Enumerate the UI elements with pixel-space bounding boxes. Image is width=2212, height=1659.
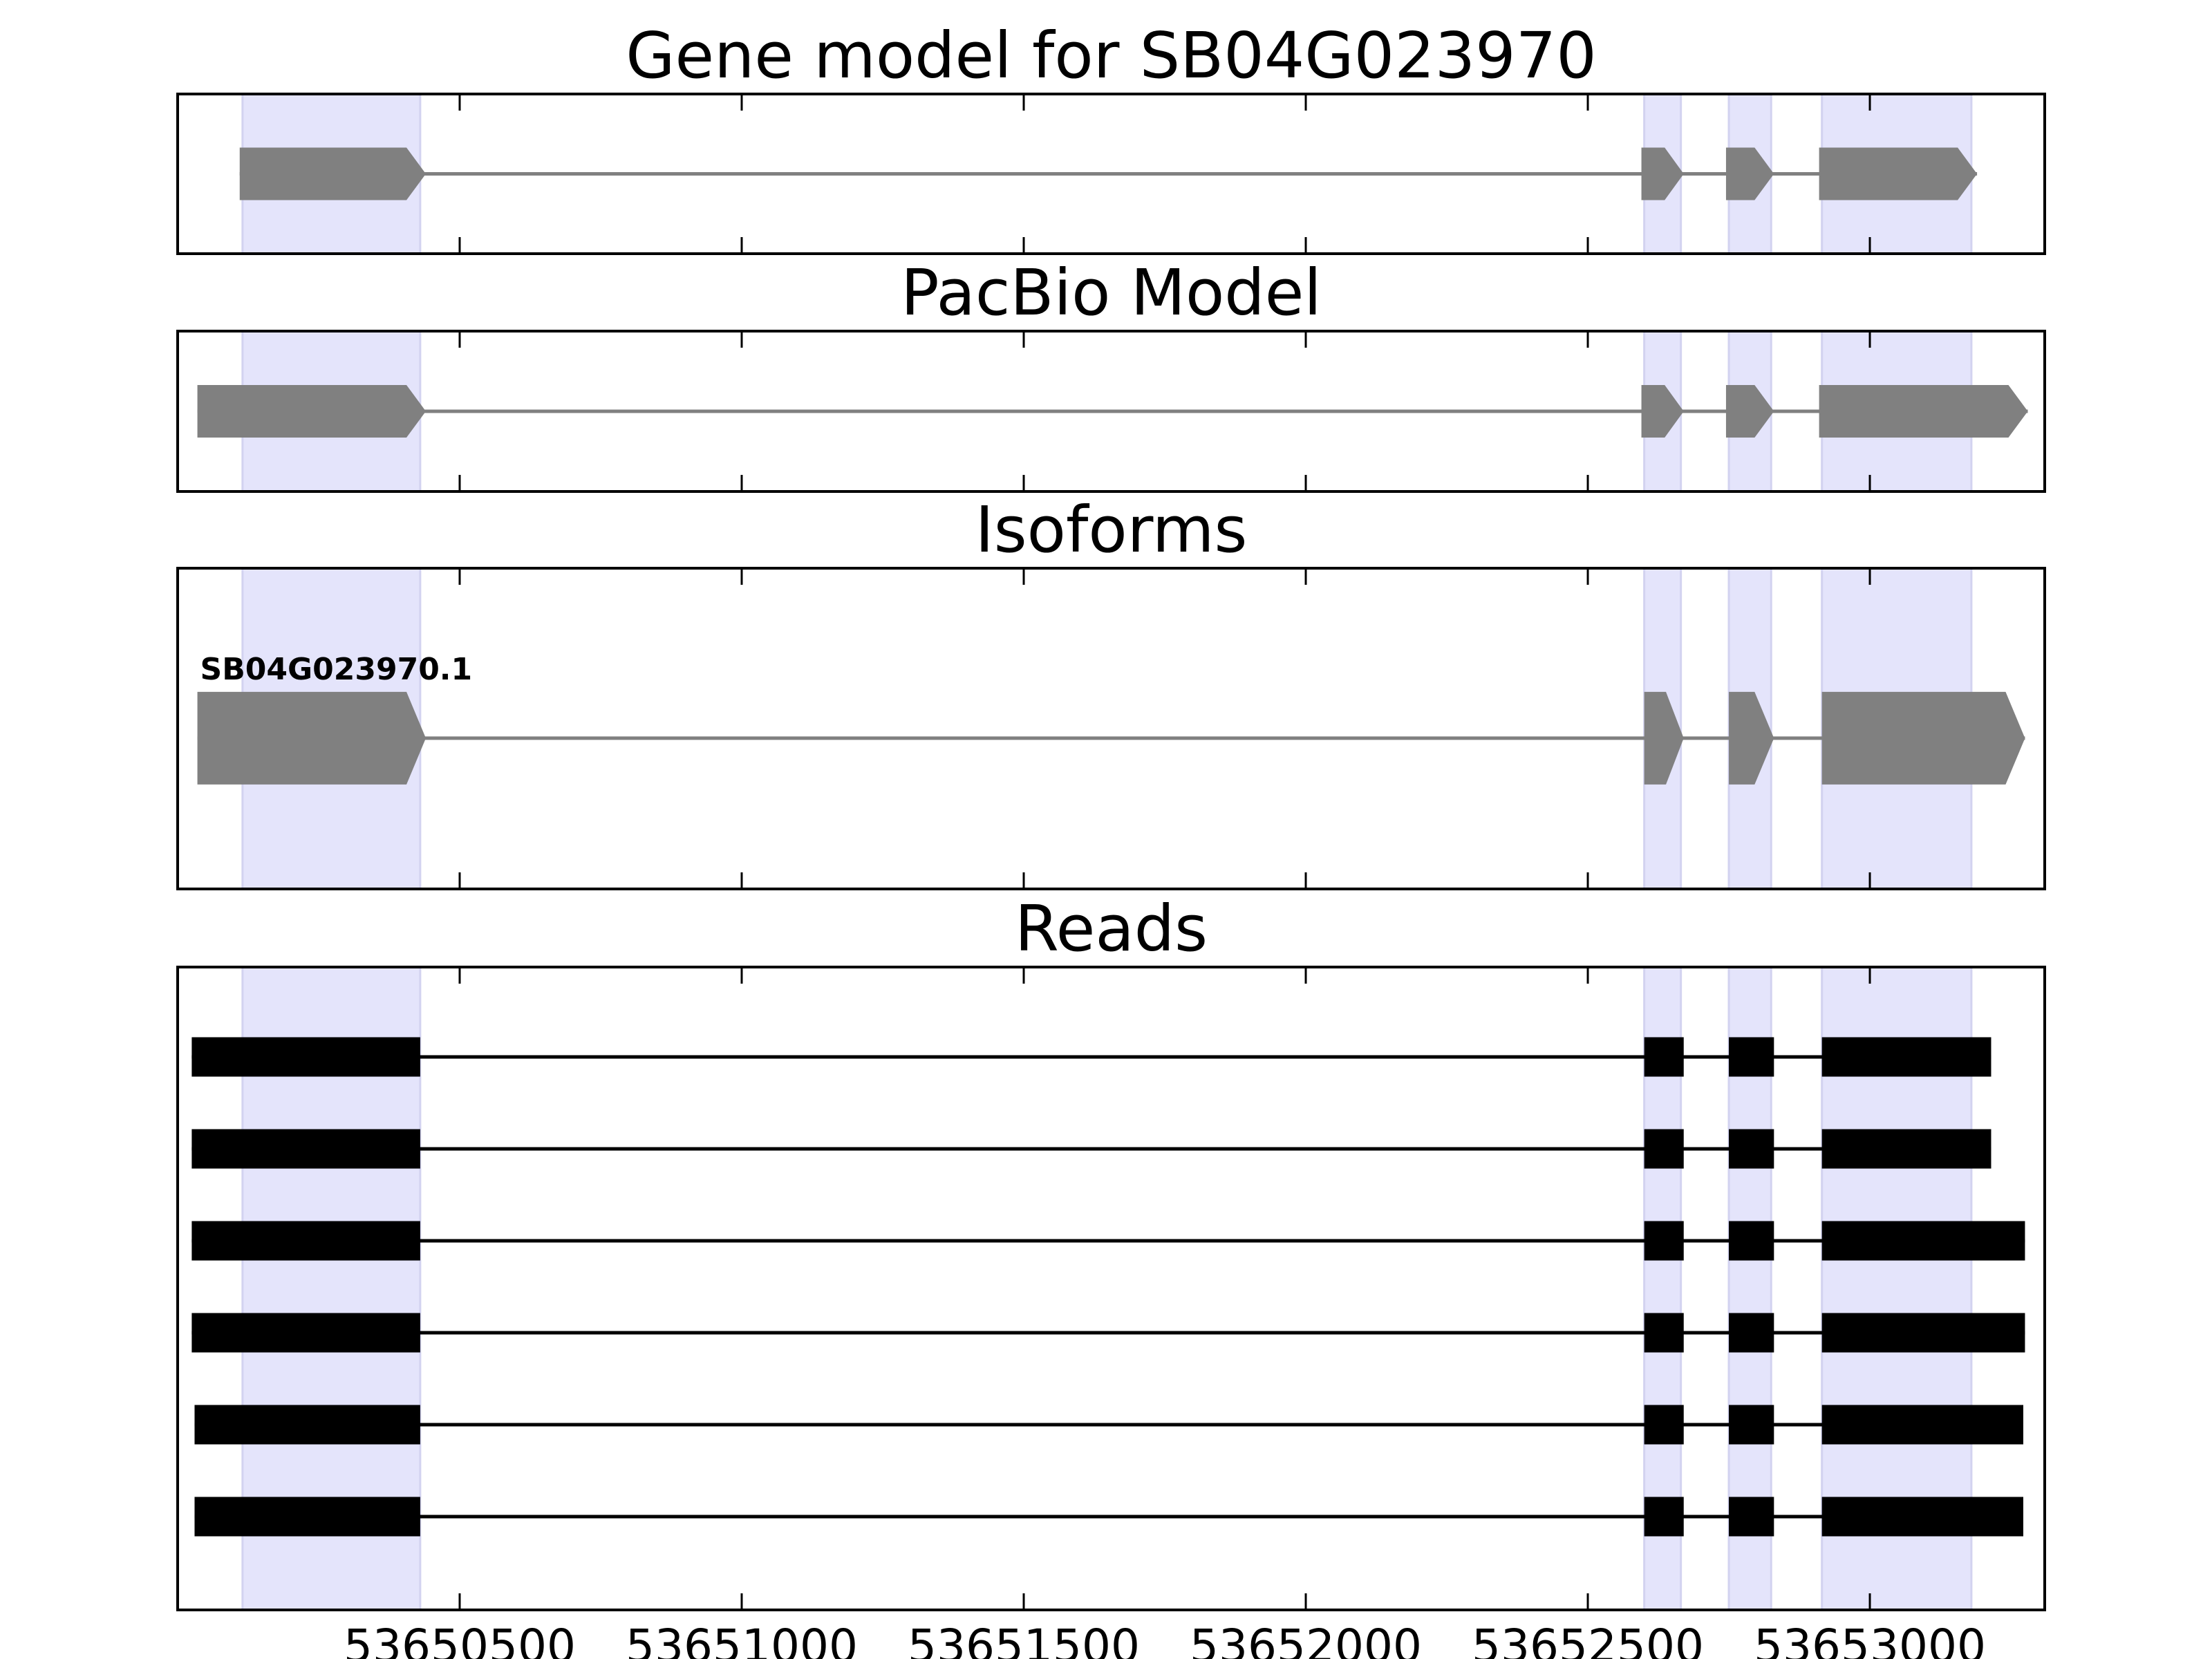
read-exon-block	[1729, 1129, 1774, 1169]
x-tick-label: 53651000	[626, 1620, 858, 1659]
read-track	[191, 1313, 2025, 1353]
panel-title: Gene model for SB04G023970	[626, 19, 1597, 93]
read-exon-block	[1644, 1037, 1684, 1077]
read-exon-block	[1729, 1313, 1774, 1353]
read-exon-block	[1821, 1129, 1991, 1169]
exon-arrow	[239, 147, 427, 200]
exon-arrow	[1819, 385, 2028, 438]
panel-frame	[176, 567, 2046, 890]
exon-arrow	[1641, 147, 1684, 200]
read-exon-block	[191, 1129, 420, 1169]
read-track	[191, 1221, 2025, 1261]
read-exon-block	[1729, 1037, 1774, 1077]
exon-arrow	[1644, 691, 1684, 785]
read-exon-block	[194, 1497, 420, 1537]
read-exon-block	[1729, 1497, 1774, 1537]
panel-model-1: PacBio Model	[176, 256, 2046, 493]
read-exon-block	[191, 1313, 420, 1353]
exon-arrow	[197, 385, 427, 438]
read-exon-block	[1729, 1221, 1774, 1261]
panel-frame	[176, 330, 2046, 493]
x-tick-label: 53650500	[344, 1620, 576, 1659]
x-tick-label: 53652000	[1190, 1620, 1422, 1659]
exon-arrow	[1725, 385, 1774, 438]
read-exon-block	[1821, 1313, 2025, 1353]
model-track	[239, 147, 1978, 200]
read-exon-block	[191, 1221, 420, 1261]
isoform-label: SB04G023970.1	[200, 652, 473, 687]
read-exon-block	[1644, 1313, 1684, 1353]
read-exon-block	[1644, 1221, 1684, 1261]
read-exon-block	[1821, 1221, 2025, 1261]
model-track: SB04G023970.1	[197, 652, 2025, 785]
panel-title: PacBio Model	[901, 256, 1322, 330]
panel-frame	[176, 93, 2046, 255]
panel-title: Reads	[1015, 892, 1208, 966]
panel-reads-3: Reads	[176, 892, 2046, 1611]
read-exon-block	[1644, 1497, 1684, 1537]
x-tick-label: 53651500	[908, 1620, 1140, 1659]
read-exon-block	[1729, 1405, 1774, 1445]
x-tick-label: 53652500	[1472, 1620, 1704, 1659]
x-tick-label: 53653000	[1754, 1620, 1986, 1659]
read-exon-block	[1821, 1037, 1991, 1077]
read-exon-block	[1821, 1405, 2023, 1445]
panel-model-0: Gene model for SB04G023970	[176, 19, 2046, 255]
read-track	[191, 1129, 1991, 1169]
read-exon-block	[191, 1037, 420, 1077]
read-track	[194, 1497, 2023, 1537]
exon-arrow	[1729, 691, 1774, 785]
read-track	[194, 1405, 2023, 1445]
read-exon-block	[1821, 1497, 2023, 1537]
exon-arrow	[1821, 691, 2025, 785]
model-track	[197, 385, 2028, 438]
read-track	[191, 1037, 1991, 1077]
exon-arrow	[1819, 147, 1978, 200]
panel-model-2: Isoforms SB04G023970.1	[176, 493, 2046, 890]
exon-arrow	[1725, 147, 1774, 200]
panel-title: Isoforms	[975, 493, 1248, 567]
read-exon-block	[1644, 1405, 1684, 1445]
read-exon-block	[1644, 1129, 1684, 1169]
read-exon-block	[194, 1405, 420, 1445]
exon-arrow	[197, 691, 427, 785]
exon-arrow	[1641, 385, 1684, 438]
panel-frame	[176, 966, 2046, 1611]
